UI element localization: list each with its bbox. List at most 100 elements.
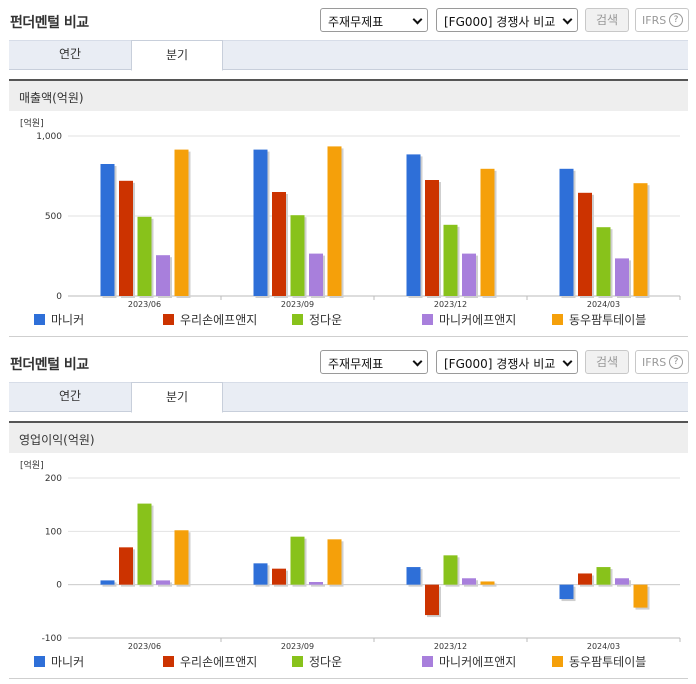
y-tick-label: -100 (42, 634, 63, 644)
x-tick-label: 2023/09 (281, 642, 314, 650)
bar (480, 168, 495, 296)
section-header: 펀더멘털 비교 주재무제표 [FG000] 경쟁사 비교 검색 IFRS? (0, 0, 696, 40)
help-icon[interactable]: ? (669, 13, 683, 27)
chart-legend: 마니커 우리손에프앤지 정다운 마니커에프앤지 동우팜투테이블 (0, 311, 696, 329)
y-tick-label: 1,000 (36, 132, 62, 142)
bar (406, 154, 421, 296)
legend-label: 마니커에프앤지 (439, 655, 517, 669)
section-title: 펀더멘털 비교 (10, 357, 89, 373)
chart-heading: 영업이익(억원) (9, 421, 688, 453)
chevron-down-icon (412, 356, 423, 367)
chart-svg: [억원]200 100 0 -100 2023/06 2023/09 2023/12 2024… (20, 459, 681, 650)
x-tick-label: 2024/03 (587, 642, 620, 650)
statement-type-select[interactable]: 주재무제표 (320, 8, 428, 32)
peer-group-value: [FG000] 경쟁사 비교 (444, 357, 556, 371)
bar (119, 180, 133, 296)
legend-label: 정다운 (309, 313, 343, 327)
tab-quarterly[interactable]: 분기 (131, 40, 223, 71)
y-tick-label: 200 (45, 474, 62, 484)
bar (137, 503, 152, 585)
legend-swatch (34, 314, 45, 325)
bar (633, 584, 648, 608)
legend-swatch (422, 314, 433, 325)
y-unit-label: [억원] (20, 117, 44, 129)
search-button[interactable]: 검색 (585, 8, 629, 32)
bar (272, 568, 286, 585)
legend-swatch (552, 314, 563, 325)
section-divider (9, 678, 688, 679)
legend-label: 마니커 (51, 313, 85, 327)
bar (596, 567, 611, 585)
bar (100, 164, 115, 296)
x-tick-label: 2023/06 (128, 300, 161, 308)
chevron-down-icon (562, 356, 573, 367)
bar-shadow (482, 583, 497, 587)
legend-label: 우리손에프앤지 (180, 655, 258, 669)
bar (290, 536, 305, 585)
bar (559, 584, 574, 600)
legend-item[interactable]: 우리손에프앤지 (163, 653, 257, 671)
peer-group-value: [FG000] 경쟁사 비교 (444, 15, 556, 29)
legend-label: 마니커에프앤지 (439, 313, 517, 327)
bar (327, 539, 342, 585)
legend-item[interactable]: 정다운 (292, 311, 342, 329)
bar (309, 253, 323, 296)
search-button[interactable]: 검색 (585, 350, 629, 374)
legend-item[interactable]: 마니커 (34, 653, 84, 671)
statement-type-select[interactable]: 주재무제표 (320, 350, 428, 374)
help-icon[interactable]: ? (669, 355, 683, 369)
bar (174, 149, 189, 296)
legend-label: 우리손에프앤지 (180, 313, 258, 327)
bar (480, 581, 495, 585)
bar (578, 192, 592, 296)
bar (615, 578, 629, 585)
bar (156, 580, 170, 585)
x-tick-label: 2023/09 (281, 300, 314, 308)
legend-item[interactable]: 동우팜투테이블 (552, 311, 646, 329)
legend-swatch (292, 656, 303, 667)
statement-type-value: 주재무제표 (328, 357, 384, 371)
statement-type-value: 주재무제표 (328, 15, 384, 29)
legend-item[interactable]: 정다운 (292, 653, 342, 671)
ifrs-button[interactable]: IFRS? (635, 8, 689, 32)
chart-heading: 매출액(억원) (9, 79, 688, 111)
legend-swatch (552, 656, 563, 667)
bar (443, 224, 458, 296)
chevron-down-icon (412, 14, 423, 25)
bar (309, 582, 323, 585)
fundamental-compare-section: 펀더멘털 비교 주재무제표 [FG000] 경쟁사 비교 검색 IFRS? 연간… (0, 0, 696, 337)
tab-quarterly[interactable]: 분기 (131, 382, 223, 413)
legend-item[interactable]: 동우팜투테이블 (552, 653, 646, 671)
ifrs-label: IFRS (642, 14, 667, 27)
chart-legend: 마니커 우리손에프앤지 정다운 마니커에프앤지 동우팜투테이블 (0, 653, 696, 671)
legend-item[interactable]: 마니커에프앤지 (422, 311, 516, 329)
legend-label: 동우팜투테이블 (569, 655, 647, 669)
bar (406, 567, 421, 585)
legend-swatch (292, 314, 303, 325)
bar (462, 253, 476, 296)
bar-shadow (311, 584, 325, 587)
legend-label: 정다운 (309, 655, 343, 669)
legend-item[interactable]: 마니커 (34, 311, 84, 329)
bar (174, 530, 189, 585)
fundamental-compare-section: 펀더멘털 비교 주재무제표 [FG000] 경쟁사 비교 검색 IFRS? 연간… (0, 342, 696, 684)
bar (633, 183, 648, 296)
peer-group-select[interactable]: [FG000] 경쟁사 비교 (436, 8, 578, 32)
legend-swatch (163, 656, 174, 667)
legend-item[interactable]: 우리손에프앤지 (163, 311, 257, 329)
tab-annual[interactable]: 연간 (58, 47, 82, 61)
revenue-chart: [억원] 1,000 500 0 2023/06 2023/09 2023/12 2024/0… (0, 113, 696, 308)
bar (425, 180, 439, 296)
period-tabs: 연간 분기 (9, 382, 688, 413)
ifrs-button[interactable]: IFRS? (635, 350, 689, 374)
x-tick-label: 2023/12 (434, 300, 467, 308)
tab-annual[interactable]: 연간 (58, 389, 82, 403)
y-tick-label: 0 (56, 581, 62, 591)
y-tick-label: 500 (45, 212, 62, 222)
section-header: 펀더멘털 비교 주재무제표 [FG000] 경쟁사 비교 검색 IFRS? (0, 342, 696, 382)
ifrs-label: IFRS (642, 356, 667, 369)
x-tick-label: 2024/03 (587, 300, 620, 308)
legend-item[interactable]: 마니커에프앤지 (422, 653, 516, 671)
peer-group-select[interactable]: [FG000] 경쟁사 비교 (436, 350, 578, 374)
legend-label: 동우팜투테이블 (569, 313, 647, 327)
